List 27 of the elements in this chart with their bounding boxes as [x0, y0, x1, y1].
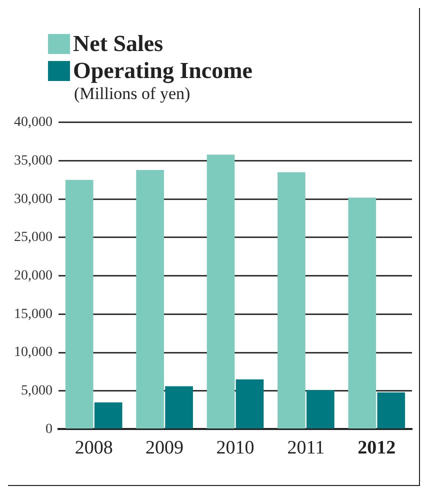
bar: [278, 172, 306, 428]
bar: [136, 170, 164, 428]
legend-label: Net Sales: [73, 30, 164, 57]
y-axis-title: (Millions of yen): [73, 84, 192, 104]
y-tick-label: 10,000: [14, 345, 52, 360]
bar: [94, 402, 122, 428]
y-tick-label: 20,000: [14, 268, 52, 284]
bar: [348, 198, 376, 428]
y-tick-label: 0: [46, 422, 52, 437]
bar: [206, 154, 235, 428]
x-tick-label: 2009: [146, 438, 184, 459]
bar: [377, 392, 406, 428]
bar: [65, 180, 94, 428]
legend-label: Operating Income: [73, 57, 253, 84]
x-tick-label: 2008: [74, 438, 113, 459]
x-tick-label: 2011: [287, 438, 325, 459]
bar: [306, 390, 334, 428]
x-tick-label: 2012: [358, 438, 396, 459]
y-tick-label: 30,000: [14, 192, 52, 207]
y-tick-label: 15,000: [14, 306, 52, 322]
bar: [236, 379, 264, 428]
y-tick-label: 5,000: [21, 384, 52, 399]
y-tick-label: 35,000: [14, 153, 52, 168]
x-tick-label: 2010: [216, 438, 254, 459]
y-tick-label: 25,000: [14, 230, 52, 246]
bar: [165, 386, 193, 428]
y-tick-label: 40,000: [14, 115, 52, 130]
